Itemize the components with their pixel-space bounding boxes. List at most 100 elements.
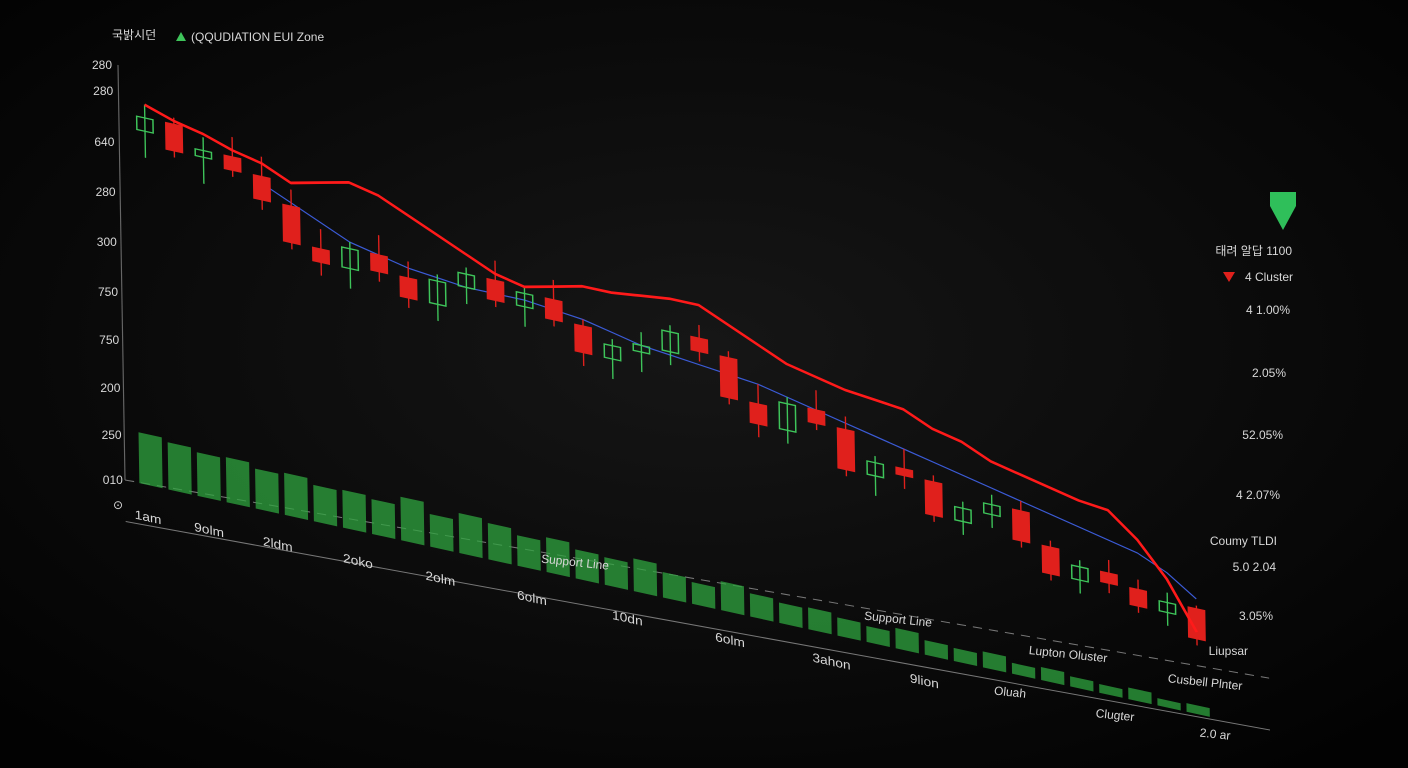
x-tick-label: 10dn	[612, 608, 643, 629]
annotation: 2.0 ar	[1199, 726, 1231, 743]
volume-bar	[778, 602, 803, 628]
volume-bar	[982, 651, 1007, 673]
volume-bar	[1070, 676, 1094, 692]
volume-bar	[1040, 666, 1065, 686]
side-label: Coumy TLDI	[1210, 534, 1277, 548]
y-tick-label: 750	[99, 333, 119, 347]
x-tick-label: 2oko	[343, 551, 373, 572]
volume-bar	[167, 442, 192, 495]
volume-bar	[749, 593, 774, 622]
candle-body	[311, 246, 331, 265]
side-marker	[1223, 272, 1235, 282]
candle-body	[895, 466, 914, 479]
volume-bar	[138, 432, 163, 489]
volume-bar	[953, 647, 978, 667]
candle-wick	[1166, 592, 1169, 626]
candle-wick	[349, 241, 352, 289]
candle-body	[719, 355, 739, 401]
x-axis	[125, 520, 1271, 731]
y-tick-label: 200	[100, 381, 120, 395]
x-tick-label: 1am	[135, 507, 162, 527]
y-tick-label: 250	[102, 428, 122, 442]
volume-bar	[1157, 698, 1181, 711]
candle-body	[370, 252, 389, 275]
y-tick-label: 280	[93, 84, 113, 98]
side-label: 52.05%	[1242, 428, 1283, 442]
volume-bar	[720, 581, 745, 616]
y-tick-label: 010	[103, 473, 123, 487]
candle-wick	[202, 137, 205, 184]
candle-body	[194, 147, 213, 160]
candle-body	[982, 502, 1001, 518]
chart-plane: 1am9olm2ldm2oko2olm6olm10dn6olm3ahon9lio…	[117, 64, 1271, 731]
annotation: Clugter	[1095, 706, 1135, 724]
volume-bar	[342, 489, 367, 533]
candle-body	[1158, 599, 1177, 616]
x-tick-label: 6olm	[715, 630, 745, 651]
candle-body	[399, 275, 418, 301]
candle-body	[252, 173, 272, 203]
side-label: 4 1.00%	[1246, 303, 1290, 317]
volume-bar	[255, 468, 279, 514]
candle-body	[515, 290, 534, 310]
side-label: 2.05%	[1252, 366, 1286, 380]
candle-wick	[465, 267, 468, 305]
candle-wick	[962, 501, 965, 536]
x-tick-label: 2olm	[425, 568, 455, 589]
volume-bar	[808, 607, 832, 635]
candle-body	[1011, 508, 1031, 544]
candle-body	[135, 115, 154, 134]
volume-bar	[604, 557, 629, 590]
side-label: 태려 알답 1100	[1215, 244, 1292, 258]
side-label: Liupsar	[1209, 644, 1248, 658]
volume-bar	[1186, 703, 1210, 717]
y-tick-label: 280	[92, 58, 112, 72]
candle-body	[282, 203, 301, 246]
candle-body	[866, 460, 885, 479]
candle-body	[953, 505, 972, 525]
x-tick-label: 6olm	[517, 588, 547, 609]
volume-bar	[1099, 684, 1123, 698]
y-tick-label: 750	[98, 285, 118, 299]
volume-bar	[371, 499, 396, 540]
candle-wick	[1078, 560, 1081, 594]
y-tick-label: 640	[94, 135, 114, 149]
candle-body	[632, 342, 651, 355]
volume-bar	[924, 640, 949, 660]
volume-bar	[487, 523, 512, 565]
candle-body	[340, 246, 360, 272]
volume-bar	[895, 627, 919, 654]
volume-bar	[575, 549, 599, 584]
candle-wick	[990, 494, 993, 529]
candle-body	[778, 401, 797, 433]
x-tick-label: 9lion	[910, 671, 939, 691]
candle-body	[164, 121, 184, 154]
volume-bar	[196, 452, 221, 501]
candle-body	[1099, 570, 1118, 586]
candle-body	[690, 335, 709, 355]
candle-body	[574, 323, 593, 356]
side-label: 3.05%	[1239, 609, 1273, 623]
line-series	[144, 103, 1199, 633]
y-tick-label: 300	[97, 235, 117, 249]
candle-body	[544, 297, 563, 323]
volume-bar	[866, 625, 890, 648]
volume-bar	[633, 558, 658, 597]
candle-body	[223, 154, 242, 173]
volume-bar	[546, 537, 570, 578]
volume-bar	[517, 535, 541, 571]
candle-body	[1041, 544, 1060, 577]
chart-title: 국밝시던	[112, 28, 156, 42]
volume-bar	[225, 457, 250, 508]
volume-bar	[1011, 662, 1036, 679]
axis-icon: ⊙	[113, 498, 123, 512]
candle-body	[661, 329, 680, 355]
y-tick-label: 280	[96, 185, 116, 199]
annotation: Oluah	[993, 684, 1026, 701]
candle-body	[836, 427, 856, 473]
candle-wick	[786, 397, 789, 444]
legend-icon	[176, 32, 186, 41]
volume-bar	[691, 582, 716, 609]
x-tick-label: 9olm	[194, 520, 224, 541]
